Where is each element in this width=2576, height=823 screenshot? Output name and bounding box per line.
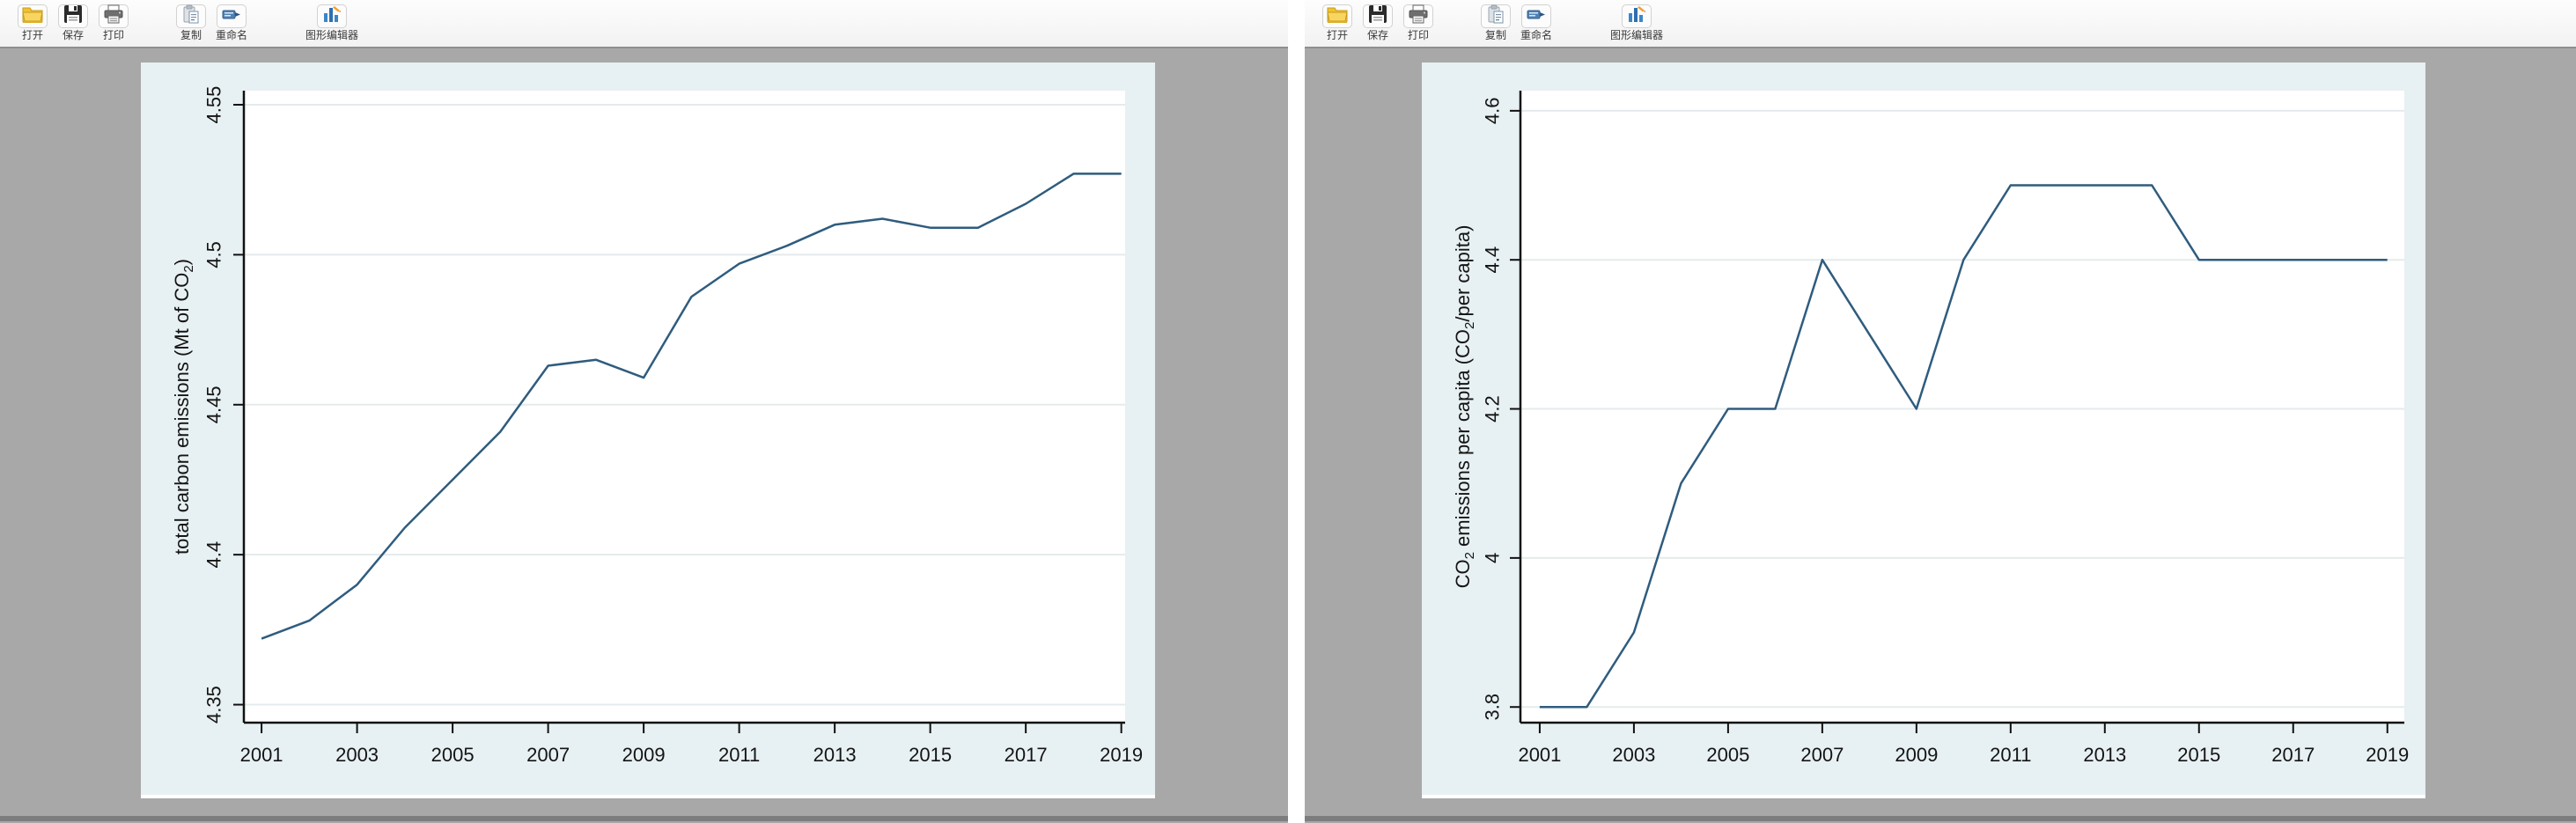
save-button-label: 保存 [1366,29,1388,41]
folder-icon [22,5,43,27]
toolbar: 打开 保存 打印 复制 重命名 [0,0,1288,48]
rename-icon [1526,5,1547,27]
save-icon [63,4,83,28]
y-tick-label: 4.4 [1482,246,1504,274]
graph-editor-icon [1626,4,1647,28]
x-tick-label: 2019 [2366,744,2409,766]
y-tick-label: 4.4 [203,541,225,569]
x-tick-label: 2001 [1518,744,1561,766]
x-tick-label: 2003 [1612,744,1655,766]
x-tick-label: 2007 [1800,744,1844,766]
x-tick-label: 2005 [431,744,475,766]
print-button-label: 打印 [1407,29,1429,41]
x-tick-label: 2005 [1706,744,1749,766]
copy-button-label: 复制 [1484,29,1506,41]
x-tick-label: 2015 [2177,744,2220,766]
data-line [261,173,1122,640]
save-button-label: 保存 [62,29,84,41]
x-tick-label: 2013 [813,744,857,766]
rename-button[interactable]: 重命名 [211,4,252,41]
x-tick-label: 2017 [2271,744,2315,766]
y-axis-title: CO2 emissions per capita (CO2/per capita… [1452,225,1477,589]
y-axis-title: total carbon emissions (Mt of CO2) [171,259,196,555]
toolbar: 打开 保存 打印 复制 重命名 [1305,0,2576,48]
open-button-label: 打开 [21,29,43,41]
x-tick-label: 2009 [1895,744,1938,766]
y-tick-label: 4.55 [203,86,225,124]
x-tick-label: 2013 [2083,744,2126,766]
y-tick-label: 4.5 [203,241,225,268]
y-tick-label: 4.2 [1482,395,1504,423]
copy-button[interactable]: 复制 [171,4,211,41]
rename-button-label: 重命名 [215,29,247,41]
graph-canvas: 3.8 4 4.2 4.4 4.6 2001 2003 2005 2007 2009 2011 201… [1422,62,2425,798]
graph-editor-button[interactable]: 图形编辑器 [301,4,363,41]
x-tick-label: 2011 [1990,744,2031,766]
rename-button[interactable]: 重命名 [1516,4,1557,41]
open-button[interactable]: 打开 [12,4,53,41]
y-tick-label: 4.6 [1482,98,1504,125]
y-tick-label: 4 [1482,553,1504,563]
graph-editor-icon [321,4,342,28]
graph-editor-button-label: 图形编辑器 [1609,29,1663,41]
rename-button-label: 重命名 [1520,29,1552,41]
print-button[interactable]: 打印 [1398,4,1439,41]
graph-window-content: 3.8 4 4.2 4.4 4.6 2001 2003 2005 2007 2009 2011 201… [1305,48,2576,821]
open-button[interactable]: 打开 [1317,4,1358,41]
data-line [1539,184,2388,709]
x-tick-label: 2011 [718,744,760,766]
graph-editor-button[interactable]: 图形编辑器 [1606,4,1667,41]
copy-button-label: 复制 [180,29,202,41]
per-capita-emissions-line-chart: 3.8 4 4.2 4.4 4.6 2001 2003 2005 2007 2009 2011 201… [1422,62,2425,795]
x-tick-label: 2009 [622,744,666,766]
clipboard-icon [181,4,201,28]
print-button[interactable]: 打印 [93,4,134,41]
y-tick-label: 4.35 [203,686,225,724]
graph-canvas: 4.35 4.4 4.45 4.5 4.55 2001 2003 2005 2007 2009 20… [141,62,1155,798]
x-tick-label: 2015 [909,744,952,766]
print-button-label: 打印 [102,29,124,41]
stata-graph-window-left: 打开 保存 打印 复制 重命名 [0,0,1288,823]
plot-area [1520,91,2404,723]
graph-editor-button-label: 图形编辑器 [305,29,358,41]
open-button-label: 打开 [1326,29,1348,41]
x-tick-label: 2007 [526,744,570,766]
copy-button[interactable]: 复制 [1476,4,1516,41]
x-tick-label: 2017 [1005,744,1048,766]
y-tick-label: 4.45 [203,386,225,423]
save-button[interactable]: 保存 [53,4,93,41]
printer-icon [1408,4,1429,28]
save-button[interactable]: 保存 [1358,4,1398,41]
clipboard-icon [1486,4,1505,28]
y-tick-label: 3.8 [1482,694,1504,721]
rename-icon [221,5,242,27]
total-emissions-line-chart: 4.35 4.4 4.45 4.5 4.55 2001 2003 2005 2007 2009 20… [141,62,1155,795]
x-tick-label: 2001 [240,744,283,766]
x-tick-label: 2019 [1100,744,1143,766]
printer-icon [103,4,124,28]
save-icon [1368,4,1387,28]
graph-window-content: 4.35 4.4 4.45 4.5 4.55 2001 2003 2005 2007 2009 20… [0,48,1288,821]
folder-icon [1327,5,1348,27]
plot-area [244,91,1125,723]
x-tick-label: 2003 [335,744,379,766]
stata-graph-window-right: 打开 保存 打印 复制 重命名 [1305,0,2576,823]
